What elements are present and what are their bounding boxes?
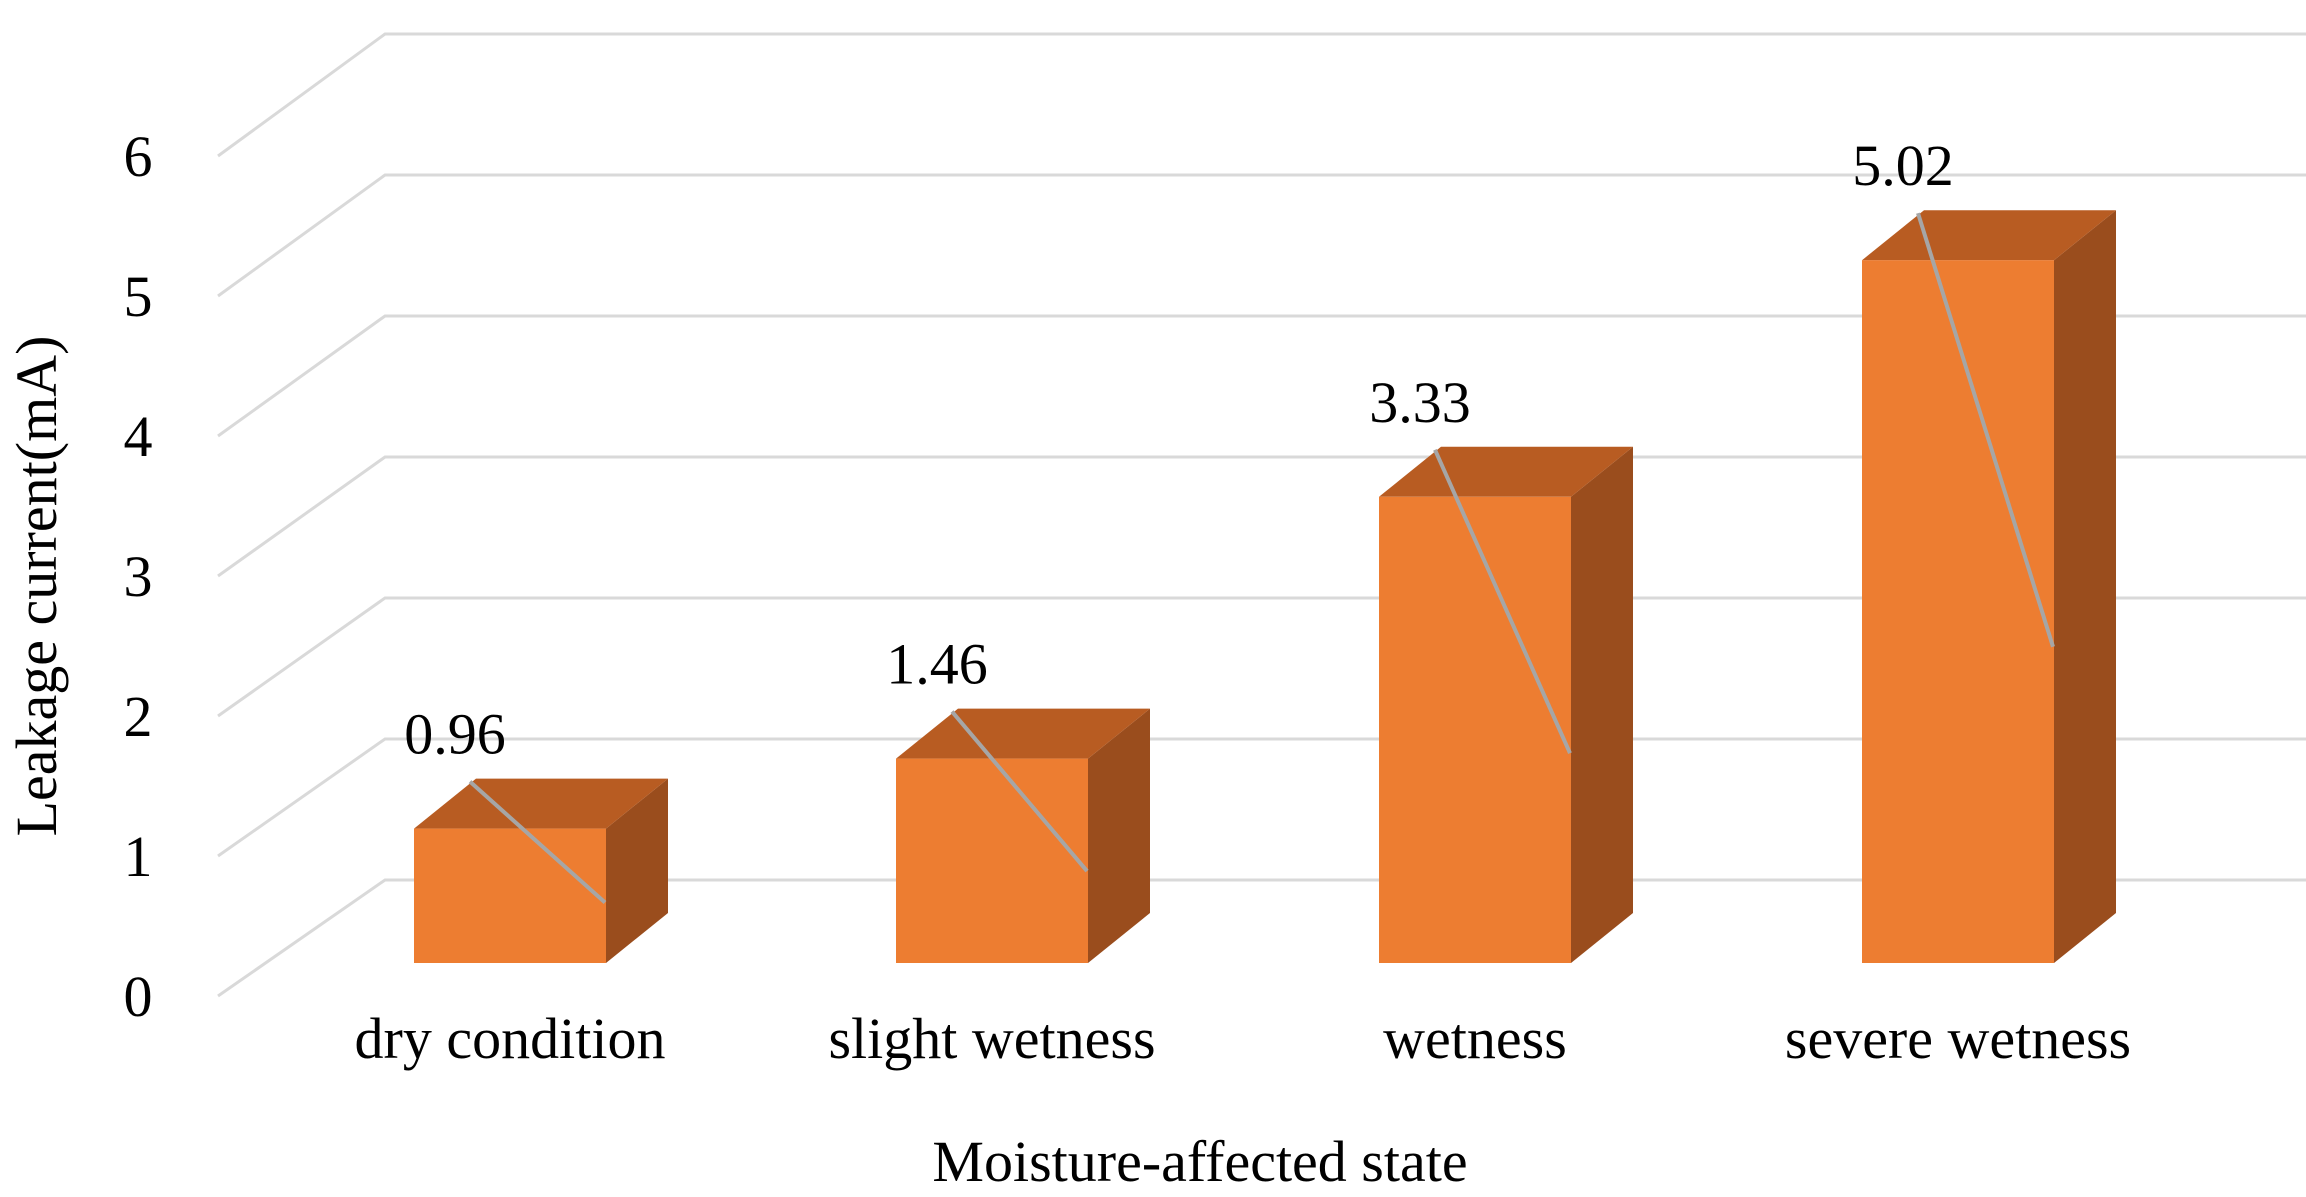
gridline [217, 314, 2306, 438]
bar-1: 0.96 [404, 702, 668, 963]
bar-3: 3.33 [1369, 370, 1633, 963]
data-label-leader [950, 710, 1089, 873]
bar-4: 5.02 [1852, 133, 2116, 963]
x-axis-ticks: dry condition slight wetness wetness severe… [355, 1006, 2132, 1071]
bar-front-face [1862, 260, 2054, 963]
gridline [217, 596, 2306, 718]
x-tick-label: slight wetness [828, 1006, 1155, 1071]
y-axis-label: Leakage current(mA) [4, 336, 69, 837]
bar-front-face [414, 828, 606, 963]
gridline [217, 878, 2306, 998]
x-tick-label: dry condition [355, 1006, 666, 1071]
y-tick-label: 5 [124, 264, 153, 329]
y-tick-label: 0 [124, 964, 153, 1029]
bar-side-face [1571, 446, 1633, 963]
bar-side-face [2054, 210, 2116, 963]
bar-top-face [414, 778, 668, 829]
bars: 0.96 1.46 3.33 5.02 [404, 133, 2116, 963]
gridlines [217, 32, 2306, 998]
y-tick-label: 4 [124, 404, 153, 469]
bar-front-face [1379, 496, 1571, 963]
bar-side-face [1088, 708, 1150, 963]
bar-2: 1.46 [886, 632, 1150, 963]
bar-front-face [896, 758, 1088, 963]
data-label-leader [1433, 448, 1572, 755]
gridline [217, 173, 2306, 298]
y-tick-label: 3 [124, 544, 153, 609]
bar-side-face [606, 778, 668, 963]
data-label: 5.02 [1852, 133, 1954, 198]
y-axis-ticks: 0 1 2 3 4 5 6 [124, 124, 153, 1029]
y-tick-label: 6 [124, 124, 153, 189]
data-label: 0.96 [404, 702, 506, 767]
bar-top-face [1862, 210, 2116, 261]
data-label: 1.46 [886, 632, 988, 697]
x-tick-label: severe wetness [1785, 1006, 2131, 1071]
data-label-leader [1916, 212, 2055, 648]
gridline [217, 737, 2306, 858]
data-label: 3.33 [1369, 370, 1471, 435]
data-label-leader [468, 780, 607, 905]
x-axis-label: Moisture-affected state [932, 1129, 1467, 1194]
gridline [217, 455, 2306, 578]
y-tick-label: 2 [124, 684, 153, 749]
y-tick-label: 1 [124, 824, 153, 889]
x-tick-label: wetness [1383, 1006, 1567, 1071]
gridline [217, 32, 2306, 158]
bar-top-face [1379, 446, 1633, 497]
